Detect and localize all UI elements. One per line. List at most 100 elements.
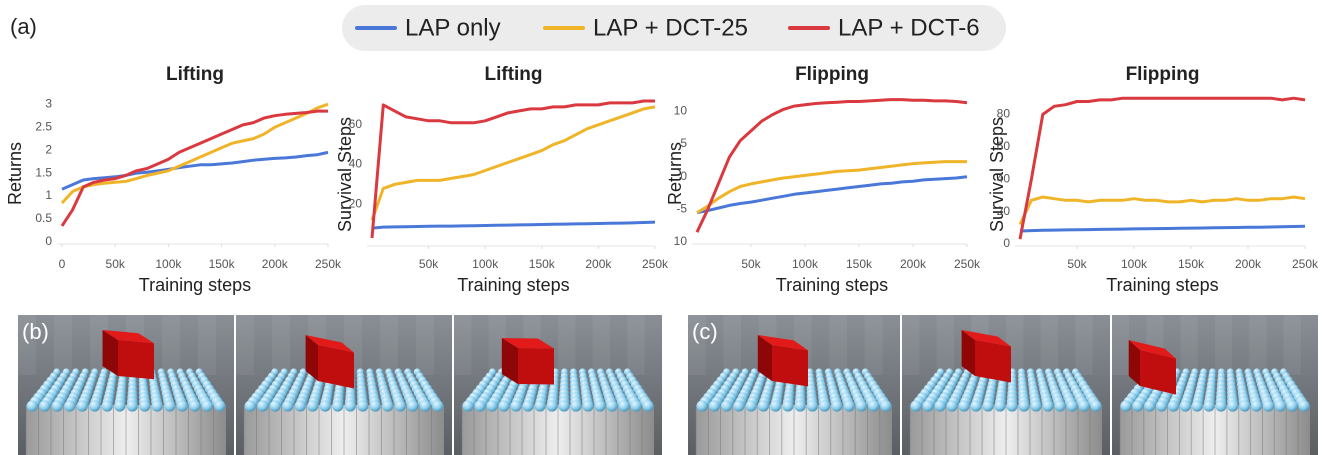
y-tick-label: 60 [997,139,1011,153]
x-axis-label: Training steps [776,275,888,295]
ball [395,400,406,411]
chart-title: Lifting [166,64,224,85]
ball [946,400,957,411]
floor-tile [627,315,644,375]
ball [270,400,281,411]
ball [370,400,381,411]
cube-side [518,348,554,385]
ball [332,400,343,411]
x-axis-label: Training steps [457,275,569,295]
ball [1251,400,1262,411]
ball [1227,400,1238,411]
y-axis-label: Returns [5,142,25,205]
y-tick-label: 0.5 [35,211,52,225]
ball [782,400,793,411]
ball [1078,400,1089,411]
ball [357,400,368,411]
ball [910,400,921,411]
ball [697,400,708,411]
y-tick-label: 1 [45,188,52,202]
legend: LAP onlyLAP + DCT-25LAP + DCT-6 [357,14,980,41]
ball [1018,400,1029,411]
floor-tile [723,315,741,375]
ball [1120,400,1131,411]
series-line [62,111,328,226]
ball [868,400,879,411]
ball [102,400,113,411]
ball [282,400,293,411]
ball [1090,400,1101,411]
ball [1239,400,1250,411]
floor-tile [416,315,434,375]
ball [114,400,125,411]
ball [958,400,969,411]
ball [594,400,605,411]
x-tick-label: 250k [954,257,981,271]
floor-tile [865,315,883,375]
ball [758,400,769,411]
ball [139,400,150,411]
x-tick-label: 250k [315,257,342,271]
y-tick-label: 40 [997,171,1011,185]
x-tick-label: 100k [155,257,182,271]
series-line [372,101,655,238]
ball [152,400,163,411]
x-axis-label: Training steps [1106,275,1218,295]
floor-tile [236,315,254,375]
series-line [1020,98,1305,239]
floor-tile [1181,315,1198,375]
legend-label: LAP + DCT-25 [593,14,748,41]
ball [770,400,781,411]
ball [570,400,581,411]
ball [721,400,732,411]
x-tick-label: 50k [1067,257,1087,271]
y-tick-label: 1.5 [35,165,52,179]
ball [582,400,593,411]
ball [558,400,569,411]
ball [382,400,393,411]
y-tick-label: 20 [997,204,1011,218]
panel-label: (a) [10,14,37,39]
y-tick-label: 0 [1003,236,1010,250]
ball [127,400,138,411]
ball [1006,400,1017,411]
series-line [372,222,655,228]
ball [462,400,473,411]
y-tick-label: 20 [349,196,363,210]
x-tick-label: 50k [106,257,126,271]
ball [844,400,855,411]
floor-tile [1075,315,1092,375]
panel-label: (c) [692,319,718,344]
ball [1263,400,1274,411]
ball [1042,400,1053,411]
ball [295,400,306,411]
ball [77,400,88,411]
ball [1203,400,1214,411]
ball [1298,400,1309,411]
floor-tile [272,315,290,375]
chart-title: Flipping [1126,64,1200,85]
ball [982,400,993,411]
ball [534,400,545,411]
x-tick-label: 0 [59,257,66,271]
floor-tile [1112,315,1129,375]
floor-tile [198,315,216,375]
y-tick-label: 40 [349,157,363,171]
ball [189,400,200,411]
ball [618,400,629,411]
y-tick-label: 80 [997,107,1011,121]
y-tick-label: 10 [674,234,688,248]
y-tick-label: 0 [680,169,687,183]
y-tick-label: 2.5 [35,119,52,133]
ball [89,400,100,411]
floor-tile [937,315,954,375]
ball [880,400,891,411]
floor-tile [454,315,471,375]
ball [257,400,268,411]
x-tick-label: 150k [529,257,556,271]
ball [733,400,744,411]
renders [18,315,1318,455]
ball [407,400,418,411]
x-tick-label: 200k [262,257,289,271]
ball [245,400,256,411]
